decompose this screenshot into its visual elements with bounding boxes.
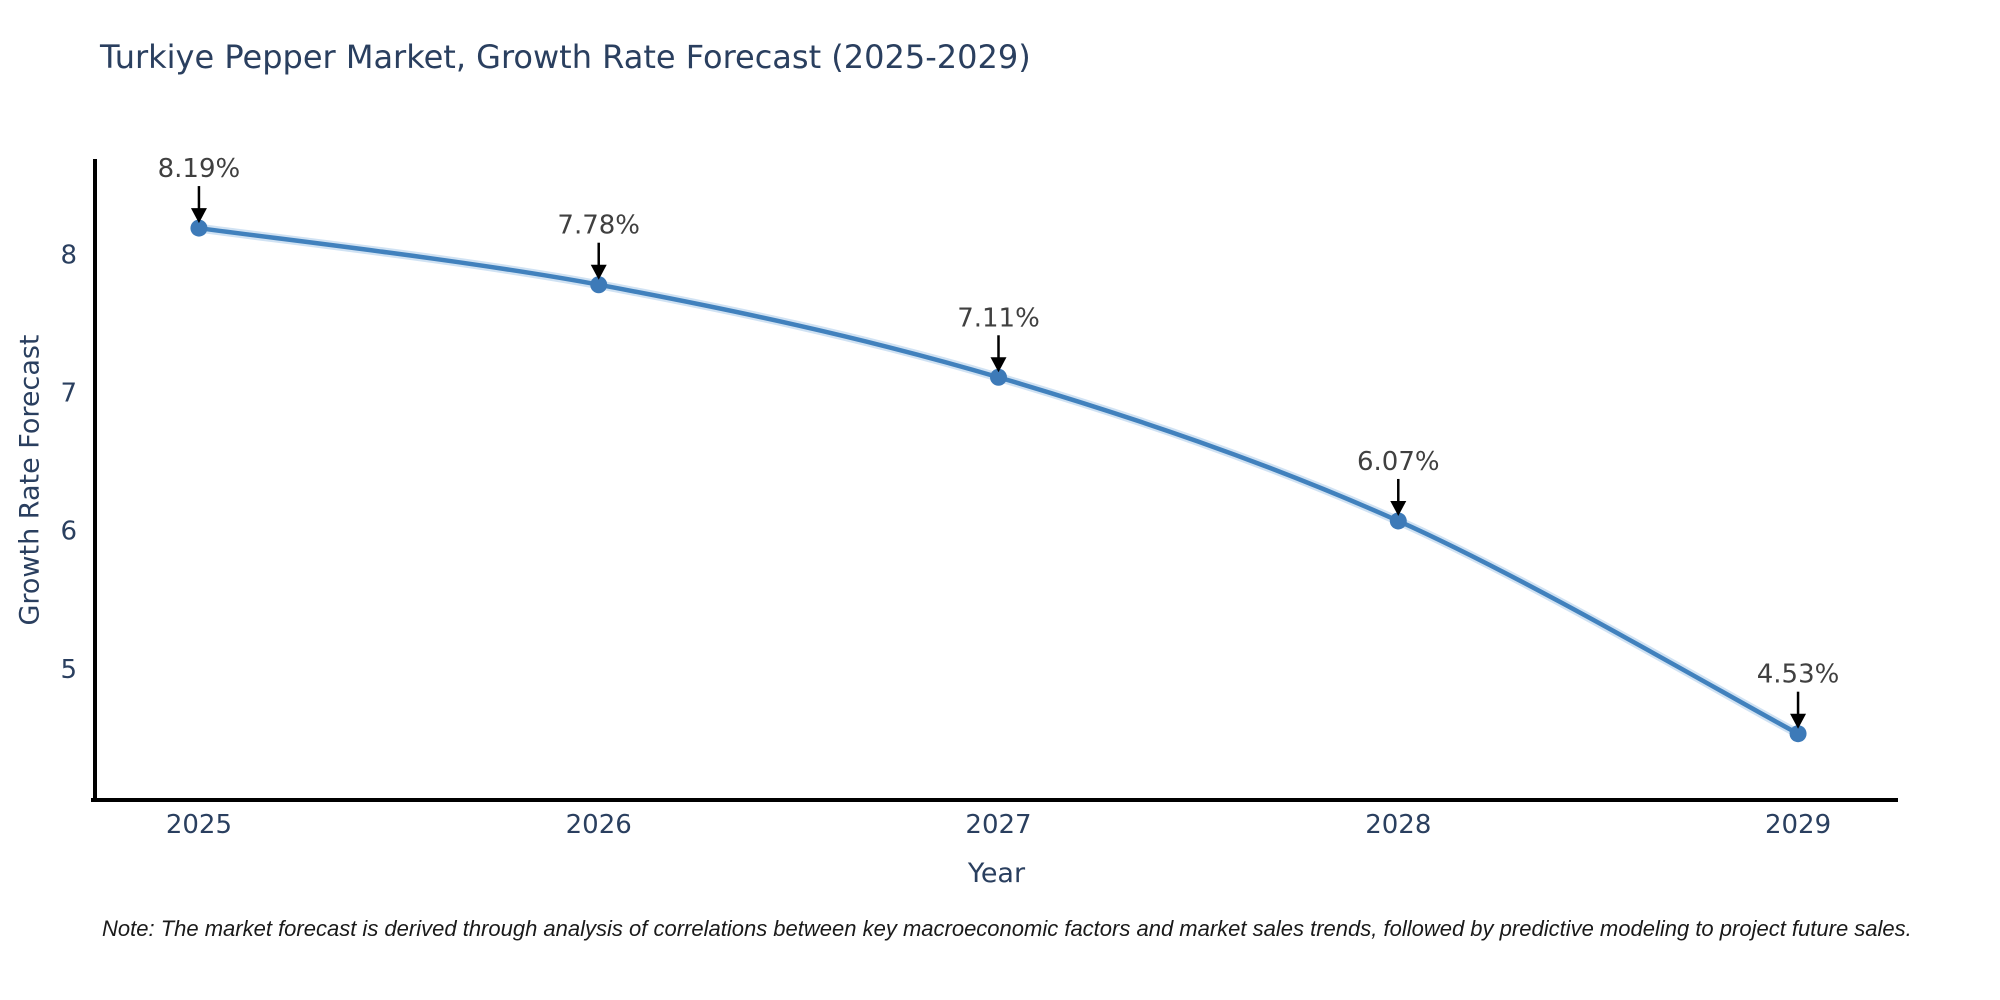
y-tick-label: 6 bbox=[60, 517, 77, 547]
y-tick-label: 8 bbox=[60, 240, 77, 270]
footnote: Note: The market forecast is derived thr… bbox=[102, 916, 1912, 941]
x-axis-title: Year bbox=[967, 858, 1026, 889]
annotation-arrow-head bbox=[190, 208, 207, 224]
chart-title: Turkiye Pepper Market, Growth Rate Forec… bbox=[100, 38, 1031, 76]
data-point bbox=[1789, 725, 1807, 743]
data-point bbox=[590, 276, 608, 294]
x-tick-label: 2028 bbox=[1365, 810, 1431, 840]
point-label: 4.53% bbox=[1757, 660, 1840, 690]
annotation-arrow-head bbox=[1790, 713, 1807, 729]
data-point bbox=[1389, 512, 1407, 530]
y-axis-title: Growth Rate Forecast bbox=[14, 334, 46, 626]
point-label: 6.07% bbox=[1357, 447, 1440, 477]
annotation-arrow-head bbox=[590, 264, 607, 280]
y-tick-label: 5 bbox=[60, 655, 77, 685]
x-tick-label: 2029 bbox=[1765, 810, 1831, 840]
annotation-arrow-head bbox=[1390, 500, 1407, 516]
x-tick-label: 2026 bbox=[566, 810, 632, 840]
data-point bbox=[190, 219, 208, 237]
annotation-arrow-head bbox=[990, 357, 1007, 373]
data-point bbox=[989, 368, 1007, 386]
y-tick-label: 7 bbox=[60, 378, 77, 408]
point-label: 7.78% bbox=[557, 211, 640, 241]
x-tick-label: 2025 bbox=[166, 810, 232, 840]
point-label: 8.19% bbox=[158, 154, 241, 184]
point-label: 7.11% bbox=[957, 303, 1040, 333]
x-tick-label: 2027 bbox=[965, 810, 1031, 840]
